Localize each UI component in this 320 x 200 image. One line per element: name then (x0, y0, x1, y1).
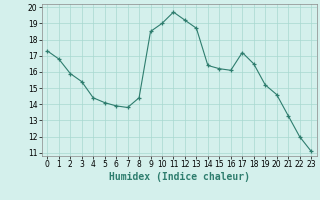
X-axis label: Humidex (Indice chaleur): Humidex (Indice chaleur) (109, 172, 250, 182)
